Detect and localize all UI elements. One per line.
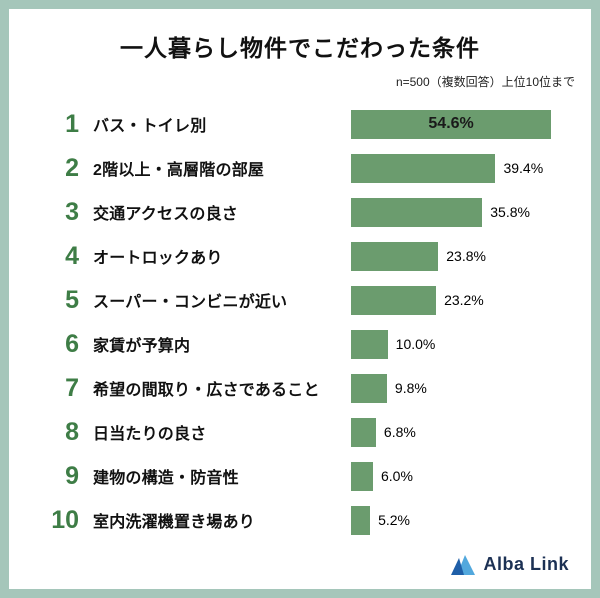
category-label: オートロックあり <box>93 250 223 267</box>
bar-track: 6.8% <box>351 417 571 447</box>
category-label: 建物の構造・防音性 <box>93 470 239 487</box>
rank-label: 6 <box>65 329 79 358</box>
chart-row: 7 希望の間取り・広さであること 9.8% <box>9 366 591 410</box>
bar-track: 10.0% <box>351 329 571 359</box>
rank-label: 2 <box>65 153 79 182</box>
bar-chart: 1 バス・トイレ別 54.6% 2 2階以上・高層階の部屋 39.4% 3 交通… <box>9 102 591 542</box>
value-label: 6.8% <box>383 424 416 440</box>
value-label: 35.8% <box>490 204 530 220</box>
rank-label: 7 <box>65 373 79 402</box>
bar-track: 39.4% <box>351 153 571 183</box>
rank-label: 4 <box>65 241 79 270</box>
chart-row: 3 交通アクセスの良さ 35.8% <box>9 190 591 234</box>
bar-track: 54.6% <box>351 109 571 139</box>
category-label: スーパー・コンビニが近い <box>93 294 288 311</box>
category-label: 日当たりの良さ <box>93 426 207 443</box>
value-label: 10.0% <box>395 336 436 352</box>
alba-link-logo-icon <box>450 553 476 575</box>
value-label: 23.2% <box>444 292 484 308</box>
chart-row: 6 家賃が予算内 10.0% <box>9 322 591 366</box>
bar-track: 23.8% <box>351 241 571 271</box>
logo-text: Alba Link <box>483 553 569 574</box>
value-label: 39.4% <box>503 160 544 176</box>
bar-track: 9.8% <box>351 373 571 403</box>
rank-label: 8 <box>65 417 79 446</box>
chart-row: 5 スーパー・コンビニが近い 23.2% <box>9 278 591 322</box>
chart-row: 8 日当たりの良さ 6.8% <box>9 410 591 454</box>
category-label: 交通アクセスの良さ <box>93 206 239 223</box>
bar <box>351 417 376 447</box>
rank-label: 1 <box>65 109 79 138</box>
category-label: バス・トイレ別 <box>93 118 207 135</box>
chart-row: 4 オートロックあり 23.8% <box>9 234 591 278</box>
bar-track: 35.8% <box>351 197 571 227</box>
bar <box>351 197 483 227</box>
chart-title: 一人暮らし物件でこだわった条件 <box>120 35 480 61</box>
bar <box>351 329 388 359</box>
rank-label: 3 <box>65 197 79 226</box>
value-label: 54.6% <box>428 115 474 132</box>
brand-logo: Alba Link <box>450 553 569 575</box>
chart-row: 1 バス・トイレ別 54.6% <box>9 102 591 146</box>
bar <box>351 153 496 183</box>
chart-row: 10 室内洗濯機置き場あり 5.2% <box>9 498 591 542</box>
category-label: 希望の間取り・広さであること <box>93 382 320 399</box>
sample-size-note: n=500（複数回答）上位10位まで <box>395 75 575 89</box>
rank-label: 10 <box>51 505 79 534</box>
category-label: 2階以上・高層階の部屋 <box>93 162 265 179</box>
bar-track: 23.2% <box>351 285 571 315</box>
chart-row: 9 建物の構造・防音性 6.0% <box>9 454 591 498</box>
bar-track: 6.0% <box>351 461 571 491</box>
category-label: 家賃が予算内 <box>93 338 191 355</box>
bar <box>351 285 437 315</box>
value-label: 6.0% <box>381 468 413 484</box>
category-label: 室内洗濯機置き場あり <box>93 514 256 531</box>
value-label: 23.8% <box>446 248 486 264</box>
rank-label: 5 <box>65 285 79 314</box>
bar-track: 5.2% <box>351 505 571 535</box>
bar <box>351 461 373 491</box>
chart-row: 2 2階以上・高層階の部屋 39.4% <box>9 146 591 190</box>
rank-label: 9 <box>65 461 79 490</box>
value-label: 5.2% <box>378 512 410 528</box>
bar <box>351 373 387 403</box>
bar <box>351 505 371 535</box>
bar <box>351 241 439 271</box>
value-label: 9.8% <box>394 380 427 396</box>
bar: 54.6% <box>351 109 552 139</box>
